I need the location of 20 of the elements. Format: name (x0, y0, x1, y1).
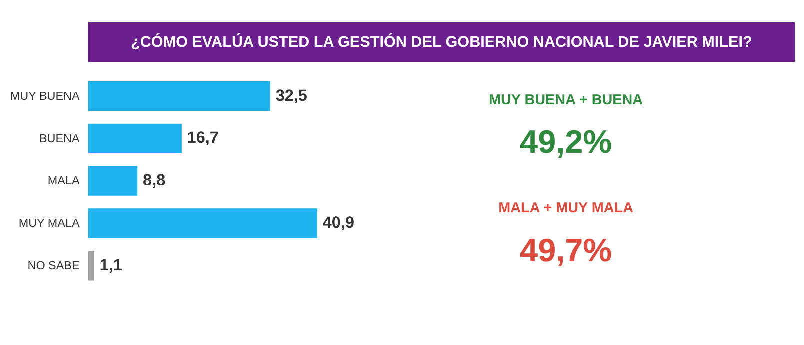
y-tick-label: MUY MALA (18, 217, 80, 230)
y-tick-label: MUY BUENA (10, 90, 80, 103)
data-label: 1,1 (100, 256, 122, 274)
text: ¿CÓMO EVALÚA USTED LA GESTIÓN DEL GOBIERNO NACIONAL DE JAVIER MILEI? (130, 32, 752, 51)
y-tick-label: NO SABE (28, 260, 80, 273)
bar (88, 208, 318, 238)
y-tick-label: MALA (48, 174, 80, 188)
data-label: 40,9 (322, 214, 354, 232)
data-label: 16,7 (187, 129, 219, 148)
data-label: 32,5 (276, 86, 308, 105)
text: MUY BUENA + BUENA (489, 92, 644, 108)
text: 49,2% (520, 124, 612, 160)
text: MALA + MUY MALA (498, 200, 634, 217)
bar (88, 81, 270, 112)
bar (88, 166, 138, 196)
data-label: 8,8 (143, 172, 166, 190)
bar (88, 251, 94, 281)
y-tick-label: BUENA (39, 132, 80, 146)
bar (88, 124, 182, 154)
text: 49,7% (520, 232, 612, 268)
